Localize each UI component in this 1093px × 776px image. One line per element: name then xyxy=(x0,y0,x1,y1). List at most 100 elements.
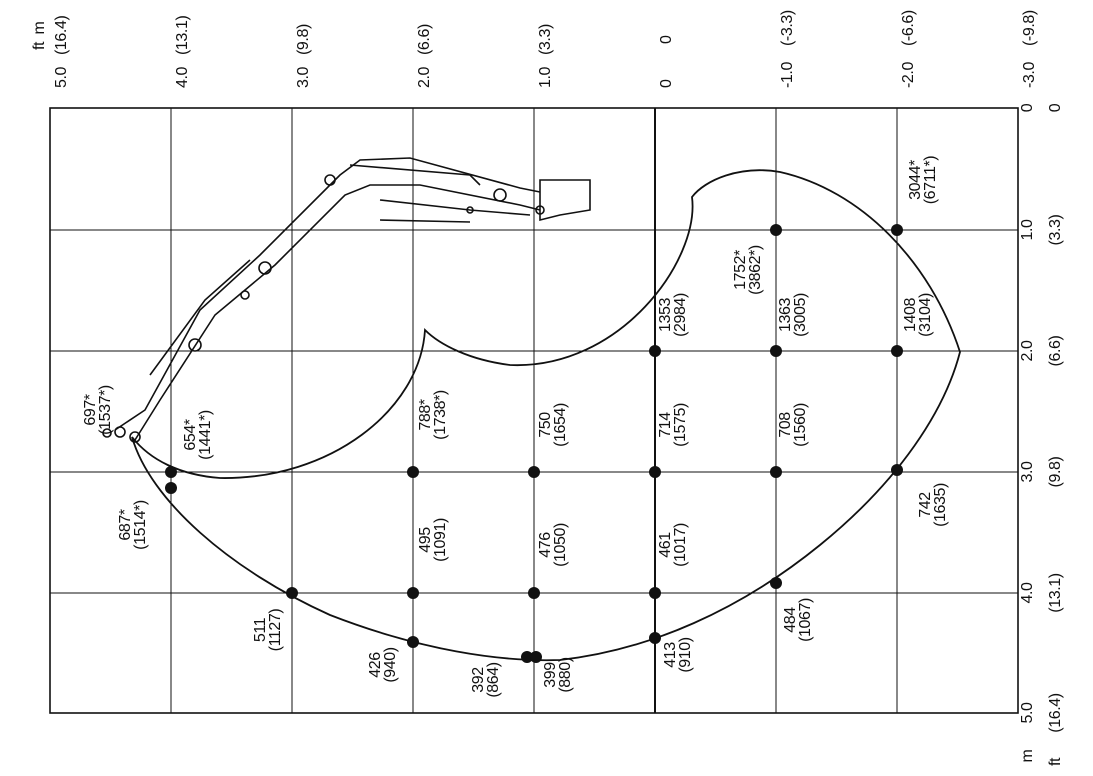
right-ft: (16.4) xyxy=(1047,693,1064,732)
load-kg: 1363 xyxy=(777,298,794,332)
top-axis-label: -3.0 (-9.8) xyxy=(1021,10,1038,88)
load-label: 3044*(6711*) xyxy=(907,156,939,205)
load-label: 687*(1514*) xyxy=(117,500,149,550)
load-point xyxy=(407,587,419,599)
top-m: -1.0 xyxy=(779,62,796,88)
load-kg: 3044* xyxy=(907,160,924,200)
load-point xyxy=(770,345,782,357)
top-axis-label: 1.0 (3.3) xyxy=(537,24,554,88)
right-m: 1.0 xyxy=(1019,219,1036,241)
top-axis-label: 2.0 (6.6) xyxy=(416,24,433,88)
load-kg: 484 xyxy=(782,607,799,633)
load-kg: 788* xyxy=(417,399,434,430)
load-point xyxy=(649,587,661,599)
load-kg: 750 xyxy=(537,412,554,438)
right-m: 2.0 xyxy=(1019,340,1036,362)
right-m: 4.0 xyxy=(1019,582,1036,604)
load-lb: (1067) xyxy=(797,598,814,642)
right-ft: (9.8) xyxy=(1047,456,1064,487)
top-m: 3.0 xyxy=(295,66,312,88)
load-kg: 476 xyxy=(537,532,554,558)
load-kg: 461 xyxy=(657,532,674,558)
load-lb: (1091) xyxy=(432,518,449,562)
load-lb: (910) xyxy=(677,637,694,672)
load-lb: (1127) xyxy=(267,609,284,652)
right-ft: 0 xyxy=(1047,103,1064,112)
right-m-text: 1.0 xyxy=(1019,219,1036,241)
top-ft: (-9.8) xyxy=(1021,10,1038,46)
load-lb: (2984) xyxy=(672,293,689,337)
load-label: 495(1091) xyxy=(417,518,449,562)
grid xyxy=(49,107,1019,714)
load-lb: (1575) xyxy=(672,403,689,447)
load-label: 697*(1537*) xyxy=(82,385,114,435)
load-lb: (1441*) xyxy=(197,410,214,460)
top-ft: (-6.6) xyxy=(900,10,917,46)
load-kg: 413 xyxy=(662,642,679,668)
top-ft: (3.3) xyxy=(537,24,554,55)
excavator-arm xyxy=(102,157,591,443)
load-label: 1408(3104) xyxy=(902,293,934,337)
grid-lines xyxy=(50,108,1018,713)
right-ft-text: (6.6) xyxy=(1047,335,1064,366)
load-point xyxy=(530,651,542,663)
load-point xyxy=(891,345,903,357)
load-point xyxy=(528,587,540,599)
load-kg: 511 xyxy=(252,617,269,642)
load-point xyxy=(891,464,903,476)
load-points xyxy=(165,224,903,663)
right-m-text: 4.0 xyxy=(1019,582,1036,604)
top-m: 5.0 xyxy=(53,66,70,88)
right-ft: (13.1) xyxy=(1047,573,1064,612)
top-ft: (6.6) xyxy=(416,24,433,55)
load-point xyxy=(770,577,782,589)
load-point xyxy=(649,345,661,357)
load-kg: 708 xyxy=(777,412,794,438)
load-lb: (1635) xyxy=(932,483,949,527)
load-label: 413(910) xyxy=(662,637,694,672)
load-kg: 687* xyxy=(117,509,134,540)
load-kg: 1752* xyxy=(732,250,749,290)
load-lb: (3104) xyxy=(917,293,934,337)
load-lb: (1050) xyxy=(552,523,569,567)
load-lb: (1738*) xyxy=(432,390,449,440)
top-m: 1.0 xyxy=(537,66,554,88)
load-lb: (3862*) xyxy=(747,245,764,295)
right-unit-m: m xyxy=(1019,749,1036,762)
unit-m: m xyxy=(31,21,48,34)
load-label: 708(1560) xyxy=(777,403,809,447)
load-kg: 399 xyxy=(542,662,559,688)
top-axis-label: 5.0 (16.4) xyxy=(53,16,70,88)
right-m-text: 5.0 xyxy=(1019,702,1036,724)
load-label: 511(1127) xyxy=(252,609,284,652)
load-kg: 654* xyxy=(182,419,199,450)
top-m: -2.0 xyxy=(900,62,917,88)
load-label: 1353(2984) xyxy=(657,293,689,337)
load-point xyxy=(770,466,782,478)
load-kg: 495 xyxy=(417,527,434,553)
load-label: 742(1635) xyxy=(917,483,949,527)
load-label: 1752*(3862*) xyxy=(732,245,764,295)
load-point xyxy=(649,632,661,644)
load-label: 788*(1738*) xyxy=(417,390,449,440)
load-label: 750(1654) xyxy=(537,403,569,447)
working-range xyxy=(131,169,961,662)
load-lb: (1560) xyxy=(792,403,809,447)
right-ft-text: (16.4) xyxy=(1047,693,1064,732)
unit-ft: ft xyxy=(31,41,48,50)
top-axis-label: 4.0 (13.1) xyxy=(174,16,191,88)
top-m: 4.0 xyxy=(174,66,191,88)
load-point xyxy=(891,224,903,236)
load-lb: (1514*) xyxy=(132,500,149,550)
load-label: 426(940) xyxy=(367,647,399,682)
load-label: 399(880) xyxy=(542,657,574,692)
top-m: 2.0 xyxy=(416,66,433,88)
load-kg: 714 xyxy=(657,412,674,438)
load-point xyxy=(521,651,533,663)
load-kg: 697* xyxy=(82,394,99,425)
top-m: -3.0 xyxy=(1021,62,1038,88)
load-label: 1363(3005) xyxy=(777,293,809,337)
top-ft: 0 xyxy=(658,35,675,44)
load-point xyxy=(165,466,177,478)
